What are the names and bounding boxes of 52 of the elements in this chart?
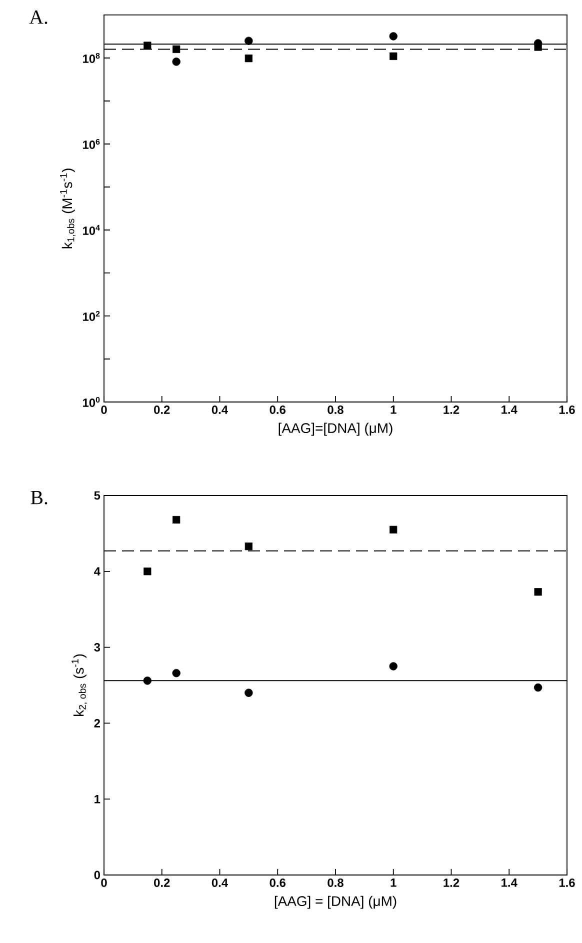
- x-tick-label: 1.6: [559, 878, 575, 887]
- y-axis-title: k$_{2, obs}$ (s$^{-1}$): [72, 654, 87, 716]
- y-tick-label: 10$^{8}$: [83, 52, 100, 63]
- x-tick-label: 0.4: [212, 406, 228, 414]
- y-tick-label: 10$^{0}$: [83, 396, 100, 407]
- y-tick-label: 10$^{2}$: [83, 310, 100, 321]
- x-tick-label: 1.2: [444, 406, 460, 414]
- y-tick-label: 10$^{6}$: [83, 138, 100, 149]
- x-tick-label: 1: [390, 878, 396, 887]
- x-tick-label: 0: [101, 878, 107, 887]
- x-tick-label: 0.2: [154, 878, 170, 887]
- point: [390, 526, 398, 534]
- y-tick-label: 2: [94, 719, 100, 728]
- x-tick-label: 0.2: [154, 406, 170, 414]
- point: [144, 42, 152, 50]
- x-axis-title: [AAG] = [DNA] (μM): [274, 896, 396, 909]
- x-tick-label: 1: [390, 406, 396, 414]
- y-axis-title: k$_{1,obs}$ (M$^{-1}$s$^{-1}$): [60, 168, 76, 248]
- point: [534, 588, 542, 596]
- y-tick-label: 5: [94, 491, 100, 500]
- x-tick-label: 0.8: [328, 878, 344, 887]
- point: [534, 683, 542, 692]
- x-tick-label: 0.6: [270, 406, 286, 414]
- point: [144, 568, 152, 576]
- y-tick-label: 0: [94, 870, 100, 880]
- x-tick-label: 1.4: [502, 406, 518, 414]
- y-tick-label: 10$^{4}$: [83, 225, 100, 235]
- point: [244, 688, 253, 697]
- chart-title: B.: [30, 491, 48, 504]
- point: [244, 36, 253, 45]
- point: [172, 45, 180, 54]
- point: [172, 516, 180, 524]
- point: [172, 58, 180, 66]
- point: [244, 54, 252, 62]
- chart-title: A.: [29, 10, 48, 24]
- y-tick-label: 1: [94, 794, 100, 804]
- y-tick-label: 4: [94, 567, 100, 576]
- x-tick-label: 1.4: [502, 878, 518, 887]
- x-tick-label: 1.2: [444, 878, 460, 887]
- point: [390, 52, 398, 60]
- x-tick-label: 0: [101, 406, 107, 414]
- y-tick-label: 3: [94, 643, 100, 652]
- point: [244, 542, 252, 550]
- x-axis-title: [AAG]=[DNA] (μM): [278, 422, 392, 436]
- x-tick-label: 0.8: [328, 406, 344, 414]
- point: [143, 676, 152, 685]
- point: [389, 32, 398, 40]
- point: [172, 669, 180, 678]
- x-tick-label: 0.4: [212, 878, 228, 887]
- x-tick-label: 1.6: [559, 406, 575, 414]
- x-tick-label: 0.6: [270, 878, 286, 887]
- point: [389, 662, 398, 670]
